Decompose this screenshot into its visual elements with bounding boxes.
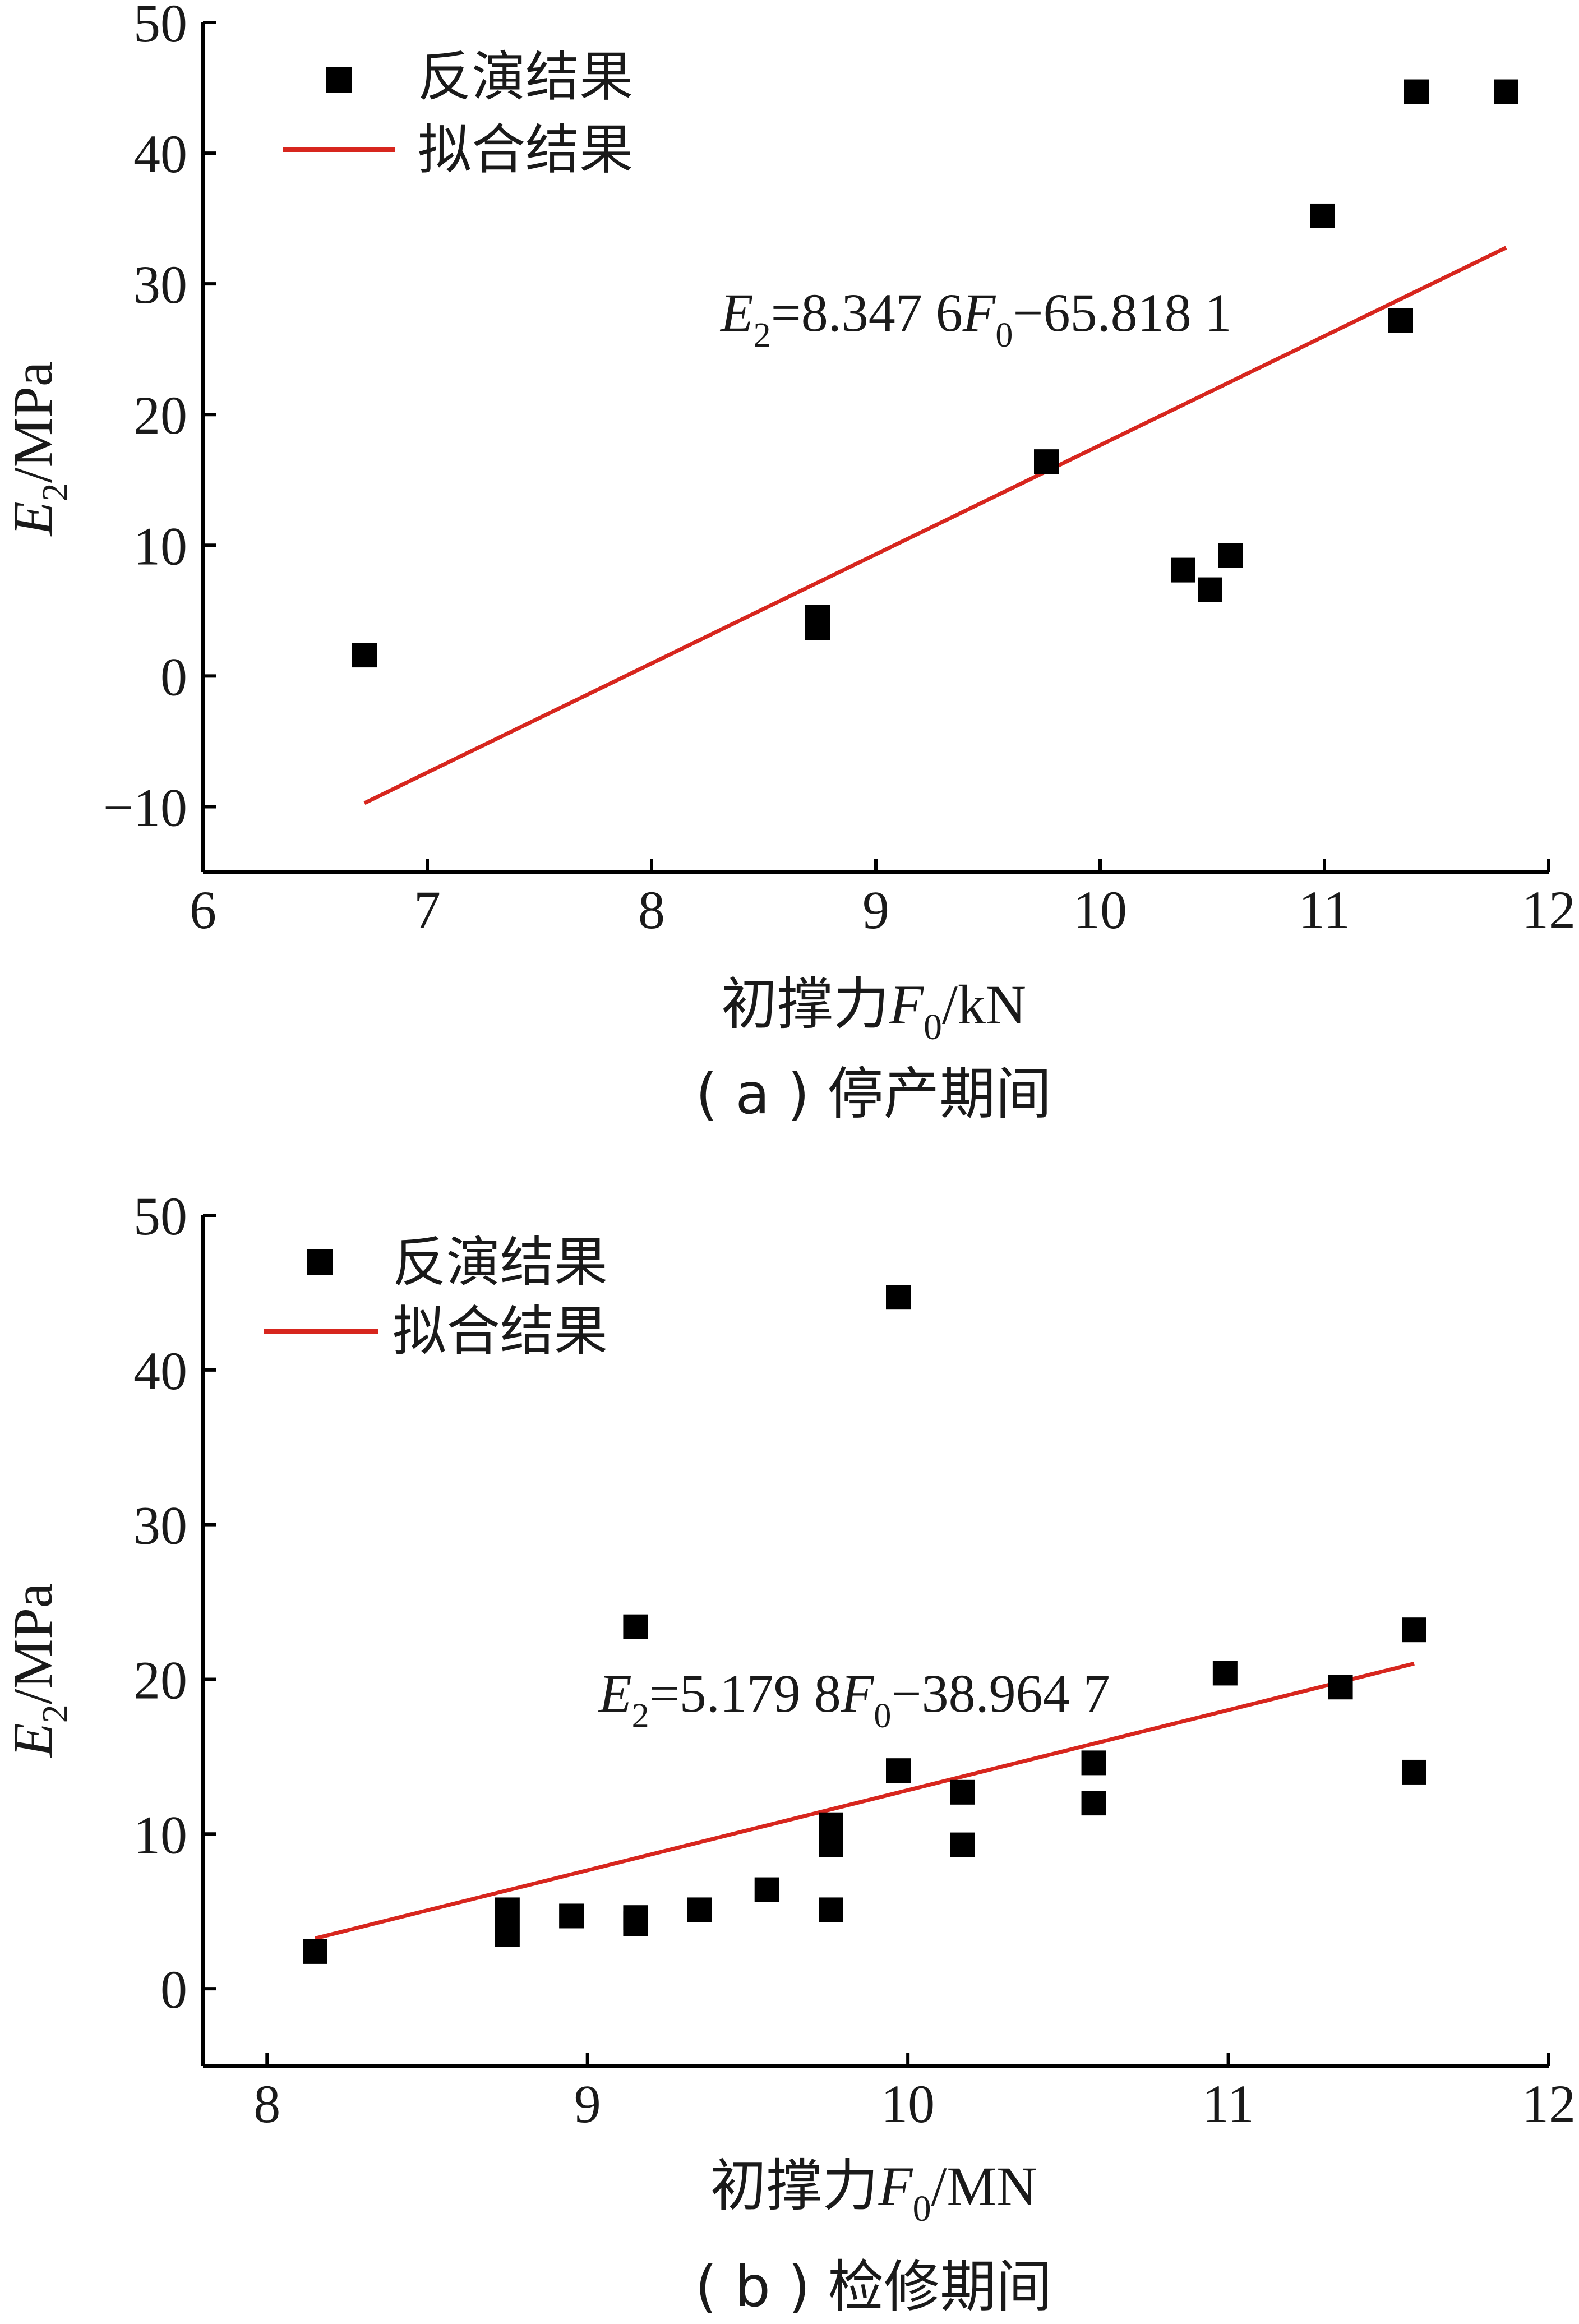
legend-marker-points	[326, 67, 352, 93]
data-point	[1388, 308, 1413, 333]
points-group	[303, 1285, 1426, 1964]
data-point	[886, 1285, 911, 1310]
x-tick-label: 12	[1522, 2074, 1576, 2134]
data-point	[950, 1779, 975, 1805]
y-ticks: 0 10 20 30 40 50	[133, 1186, 216, 2019]
data-point	[1494, 79, 1518, 104]
fit-line-group	[363, 246, 1507, 805]
y-tick-label: 0	[160, 1959, 187, 2019]
legend: 反演结果 拟合结果	[283, 45, 633, 181]
legend-label-line: 拟合结果	[393, 1300, 608, 1363]
y-tick-label: 20	[133, 385, 187, 445]
y-tick-label: 40	[133, 1341, 187, 1401]
fit-line	[363, 246, 1507, 805]
data-point	[1310, 203, 1335, 228]
data-point	[819, 1897, 843, 1922]
points-group	[352, 79, 1518, 668]
data-point	[950, 1832, 975, 1857]
data-point	[1171, 557, 1195, 583]
y-tick-label: 40	[133, 124, 187, 184]
y-tick-label: 0	[160, 647, 187, 707]
x-tick-label: 6	[190, 880, 216, 940]
x-axis-label: 初撑力F0/MN	[710, 2153, 1037, 2229]
data-point	[805, 615, 830, 640]
data-point	[754, 1877, 779, 1902]
x-ticks: 8 9 10 11 12	[253, 2053, 1576, 2134]
x-tick-label: 9	[862, 880, 889, 940]
x-axis-label: 初撑力F0/kN	[721, 971, 1026, 1048]
y-tick-label: 20	[133, 1650, 187, 1710]
data-point	[352, 643, 377, 668]
data-point	[1404, 79, 1429, 104]
x-tick-label: 10	[1073, 880, 1127, 940]
x-tick-label: 11	[1202, 2074, 1254, 2134]
chart-a: −10 0 10 20 30 40 50 6 7 8 9 10 11 12 反演结果 拟合结果 E2=8…	[2, 0, 1576, 1127]
data-point	[1081, 1791, 1106, 1816]
data-point	[1034, 449, 1059, 474]
data-point	[623, 1911, 648, 1936]
fit-equation: E2=5.179 8F0−38.964 7	[598, 1663, 1110, 1735]
chart-b-svg: 0 10 20 30 40 50 8 9 10 11 12 反演结果 拟合结果 E2=5.179 …	[2, 1186, 1576, 2320]
data-point	[303, 1939, 327, 1964]
x-tick-label: 7	[414, 880, 441, 940]
x-tick-label: 11	[1299, 880, 1350, 940]
caption-a: ( a ) 停产期间	[696, 1061, 1052, 1127]
data-point	[819, 1832, 843, 1857]
data-point	[1198, 577, 1222, 602]
plot-frame	[201, 1215, 1549, 2068]
data-point	[559, 1903, 584, 1929]
data-point	[1328, 1675, 1353, 1700]
fit-line	[315, 1661, 1415, 1940]
data-point	[1212, 1661, 1238, 1686]
fit-equation: E2=8.347 6F0−65.818 1	[719, 283, 1232, 354]
legend-marker-points	[307, 1249, 333, 1275]
chart-a-svg: −10 0 10 20 30 40 50 6 7 8 9 10 11 12 反演结果 拟合结果 E2=8…	[2, 0, 1576, 1127]
x-ticks: 6 7 8 9 10 11 12	[190, 859, 1576, 940]
data-point	[495, 1922, 520, 1947]
y-ticks: −10 0 10 20 30 40 50	[103, 0, 216, 837]
legend-label-points: 反演结果	[418, 45, 633, 108]
y-tick-label: 50	[133, 0, 187, 53]
x-tick-label: 12	[1522, 880, 1576, 940]
data-point	[623, 1614, 648, 1639]
legend-label-points: 反演结果	[393, 1231, 608, 1294]
y-tick-label: −10	[103, 777, 187, 837]
caption-b: ( b ) 检修期间	[695, 2254, 1052, 2320]
y-tick-label: 10	[133, 516, 187, 576]
chart-b: 0 10 20 30 40 50 8 9 10 11 12 反演结果 拟合结果 E2=5.179 …	[0, 1162, 1579, 2324]
y-axis-label: E2/MPa	[2, 362, 76, 537]
y-tick-label: 30	[133, 255, 187, 315]
plot-frame	[201, 22, 1549, 874]
legend-label-line: 拟合结果	[418, 118, 633, 181]
data-point	[886, 1758, 911, 1783]
y-tick-label: 10	[133, 1805, 187, 1865]
legend: 反演结果 拟合结果	[264, 1231, 608, 1363]
y-tick-label: 30	[133, 1496, 187, 1556]
x-tick-label: 8	[638, 880, 665, 940]
y-tick-label: 50	[133, 1186, 187, 1246]
data-point	[687, 1897, 712, 1922]
x-tick-label: 8	[253, 2074, 280, 2134]
data-point	[495, 1897, 520, 1922]
x-tick-label: 9	[574, 2074, 601, 2134]
x-tick-label: 10	[881, 2074, 935, 2134]
fit-line-group	[315, 1661, 1415, 1940]
data-point	[1402, 1617, 1426, 1643]
y-axis-label: E2/MPa	[2, 1583, 76, 1759]
data-point	[1402, 1759, 1426, 1785]
data-point	[1218, 543, 1243, 568]
data-point	[1081, 1750, 1106, 1776]
